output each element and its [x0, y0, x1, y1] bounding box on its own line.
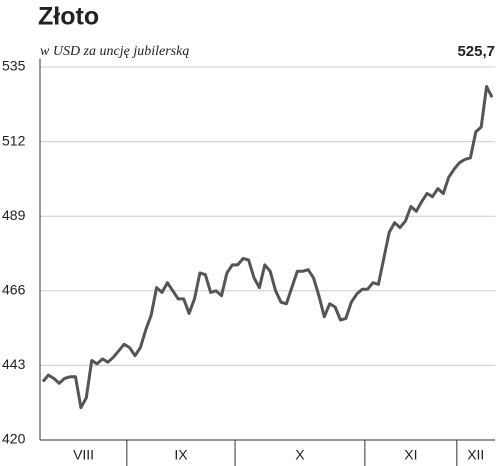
y-tick-label: 535 [2, 58, 26, 74]
y-tick-label: 420 [2, 431, 26, 447]
chart-subtitle: w USD za uncję jubilerską [40, 44, 189, 59]
x-tick-label: VIII [73, 447, 94, 463]
x-tick-label: XI [404, 447, 417, 463]
chart-title: Złoto [38, 3, 99, 31]
y-tick-label: 512 [2, 132, 26, 148]
y-tick-label: 443 [2, 356, 26, 372]
x-tick-label: XII [467, 447, 484, 463]
y-tick-label: 466 [2, 282, 26, 298]
x-tick-label: X [295, 447, 305, 463]
y-tick-label: 489 [2, 207, 26, 223]
line [41, 85, 494, 410]
x-tick-label: IX [174, 447, 188, 463]
value-label: 525,7 [457, 43, 495, 60]
